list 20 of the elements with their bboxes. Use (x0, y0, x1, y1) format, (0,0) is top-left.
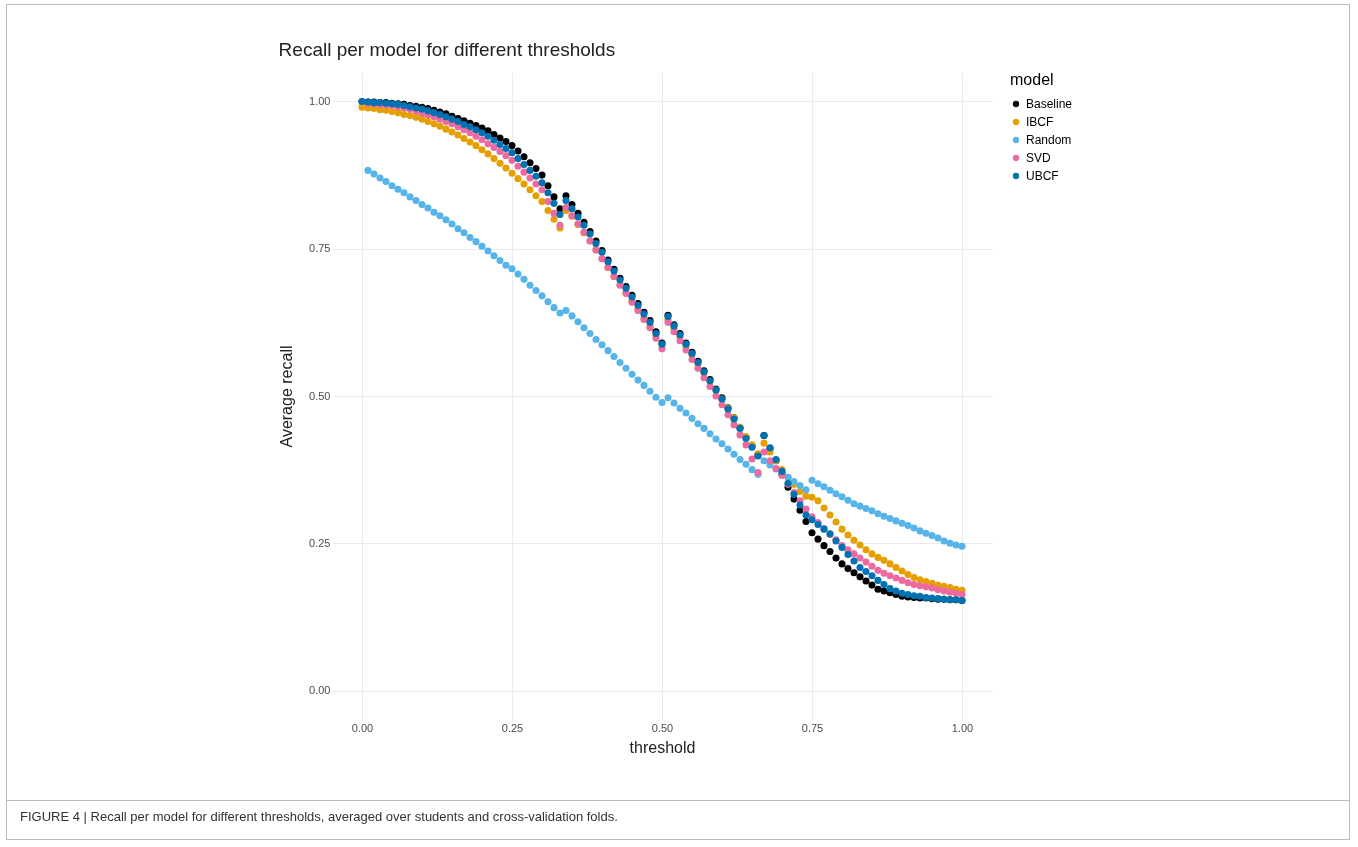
y-axis-title: Average recall (278, 345, 296, 448)
y-tick-label: 0.50 (309, 389, 331, 402)
x-tick-label: 0.75 (801, 721, 824, 734)
y-tick-label: 0.00 (309, 684, 331, 697)
y-tick-label: 1.00 (309, 94, 331, 107)
x-tick-label: 0.00 (351, 721, 374, 734)
chart-title: Recall per model for different thresholds (278, 39, 616, 60)
legend-label: Baseline (1026, 97, 1073, 111)
legend-label: SVD (1026, 151, 1052, 165)
x-tick-label: 0.50 (651, 721, 674, 734)
x-tick-label: 1.00 (951, 721, 974, 734)
x-axis-title: threshold (629, 738, 696, 756)
legend-title: model (1010, 71, 1054, 88)
x-tick-label: 0.25 (501, 721, 524, 734)
caption: FIGURE 4 | Recall per model for different thresholds, averaged over students and cross-validation folds. (20, 809, 619, 824)
legend-label: Random (1026, 133, 1072, 147)
y-tick-label: 0.25 (309, 536, 331, 549)
y-tick-label: 0.75 (309, 242, 331, 255)
legend-label: UBCF (1026, 169, 1059, 183)
legend-label: IBCF (1026, 115, 1054, 129)
